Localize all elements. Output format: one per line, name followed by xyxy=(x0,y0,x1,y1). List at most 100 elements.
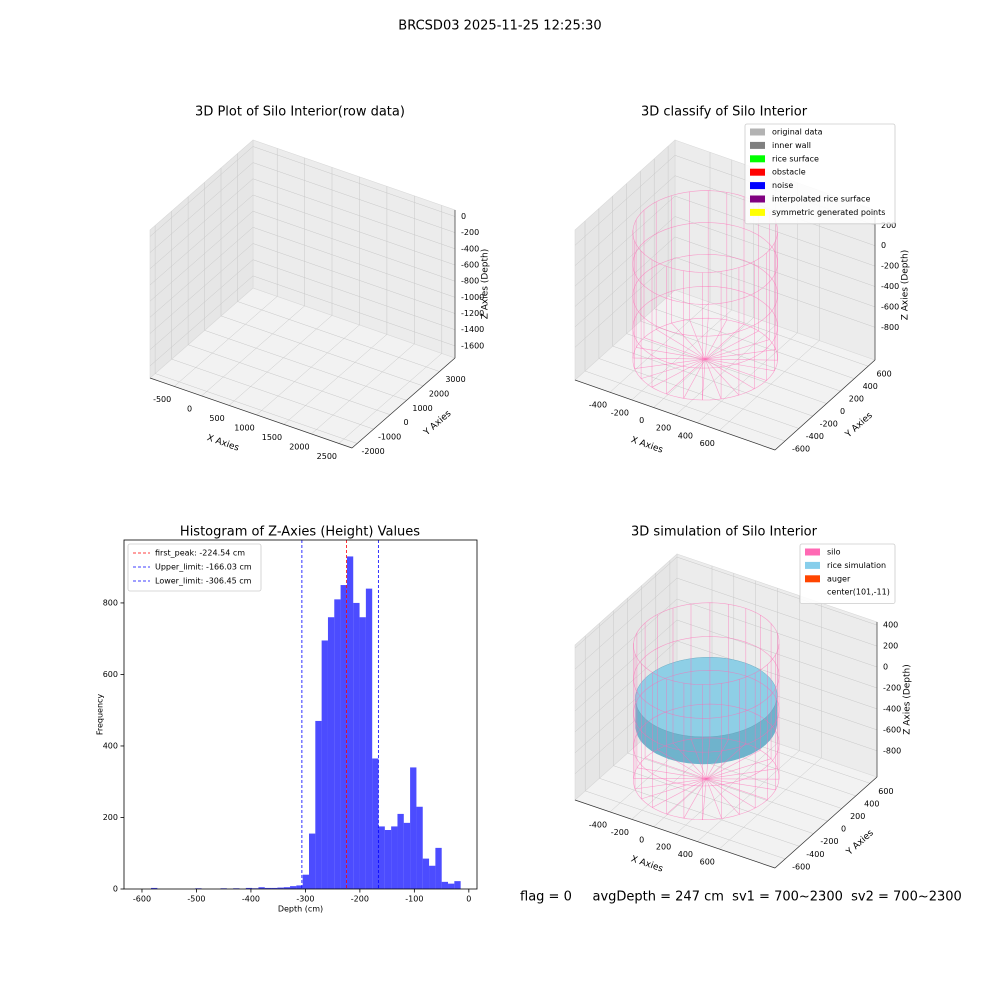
x-tick-label: 200 xyxy=(656,843,671,852)
histogram-bar xyxy=(360,617,366,889)
y-tick-label: 200 xyxy=(849,395,864,404)
figure-title: BRCSD03 2025-11-25 12:25:30 xyxy=(398,19,601,34)
histogram-bar xyxy=(435,848,441,889)
y-tick-label: 0 xyxy=(113,885,118,894)
legend-label: auger xyxy=(827,574,851,583)
x-tick-label: -600 xyxy=(133,895,151,904)
z-tick-label: -200 xyxy=(881,262,899,271)
histogram-bar xyxy=(366,589,372,889)
z-tick-label: 400 xyxy=(883,621,898,630)
legend-label: inner wall xyxy=(772,141,811,150)
y-tick-label: -600 xyxy=(792,862,810,871)
x-tick-label: -500 xyxy=(153,395,171,404)
x-tick-label: -500 xyxy=(187,895,205,904)
legend-label: original data xyxy=(772,128,823,137)
z-tick-label: -1400 xyxy=(461,325,484,334)
histogram-bar xyxy=(442,882,448,889)
histogram-bar xyxy=(410,767,416,889)
y-tick-label: 3000 xyxy=(445,375,465,384)
legend-label: rice simulation xyxy=(827,561,886,570)
x-tick-label: 1000 xyxy=(234,423,254,432)
z-tick-label: -1600 xyxy=(461,341,484,350)
z-tick-label: -800 xyxy=(883,746,901,755)
y-tick-label: 400 xyxy=(864,799,879,808)
z-axis-label: Z Axies (Depth) xyxy=(901,250,911,321)
histogram-bar xyxy=(454,881,460,889)
z-tick-label: -800 xyxy=(461,277,479,286)
histogram-bar xyxy=(334,599,340,889)
legend-swatch xyxy=(750,196,765,203)
legend-swatch xyxy=(750,155,765,162)
y-tick-label: -200 xyxy=(820,420,838,429)
histogram-bar xyxy=(353,603,359,889)
x-tick-label: 500 xyxy=(209,414,224,423)
z-tick-label: 200 xyxy=(883,642,898,651)
x-tick-label: 0 xyxy=(639,416,644,425)
histogram-bar xyxy=(372,758,378,889)
x-tick-label: 0 xyxy=(639,835,644,844)
subplot-title: 3D classify of Silo Interior xyxy=(641,105,808,120)
legend-label: noise xyxy=(772,181,793,190)
histogram-bar xyxy=(303,875,309,889)
legend-label: center(101,-11) xyxy=(827,588,890,597)
x-tick-label: 200 xyxy=(656,424,671,433)
legend-swatch xyxy=(805,549,820,556)
legend-label: obstacle xyxy=(772,168,806,177)
z-tick-label: 0 xyxy=(881,241,886,250)
z-tick-label: -200 xyxy=(883,683,901,692)
histogram-bar xyxy=(385,830,391,889)
x-tick-label: 400 xyxy=(678,850,693,859)
histogram-bar xyxy=(391,826,397,889)
y-tick-label: 400 xyxy=(863,382,878,391)
subplot-title: Histogram of Z-Axies (Height) Values xyxy=(180,525,420,540)
x-tick-label: 600 xyxy=(700,858,715,867)
z-tick-label: -400 xyxy=(883,704,901,713)
histogram-bar xyxy=(397,814,403,889)
z-tick-label: 0 xyxy=(883,663,888,672)
subplot-title: 3D simulation of Silo Interior xyxy=(631,525,818,540)
status-footer: flag = 0 avgDepth = 247 cm sv1 = 700~230… xyxy=(520,890,962,905)
legend-swatch xyxy=(750,182,765,189)
y-tick-label: 200 xyxy=(103,813,118,822)
z-tick-label: -400 xyxy=(461,244,479,253)
histogram-bar xyxy=(429,866,435,889)
histogram-bar xyxy=(416,807,422,889)
legend-label: interpolated rice surface xyxy=(772,195,870,204)
x-tick-label: 400 xyxy=(678,431,693,440)
legend-label: silo xyxy=(827,548,841,557)
z-tick-label: -600 xyxy=(461,260,479,269)
x-tick-label: -300 xyxy=(296,895,314,904)
y-tick-label: 0 xyxy=(404,418,409,427)
y-tick-label: 600 xyxy=(876,370,891,379)
y-tick-label: -1000 xyxy=(378,433,401,442)
y-tick-label: 800 xyxy=(103,598,118,607)
y-tick-label: -400 xyxy=(806,432,824,441)
y-tick-label: 200 xyxy=(850,812,865,821)
y-tick-label: 600 xyxy=(878,787,893,796)
z-tick-label: -800 xyxy=(881,323,899,332)
x-tick-label: -400 xyxy=(242,895,260,904)
legend-swatch xyxy=(750,169,765,176)
histogram-bar xyxy=(404,823,410,889)
histogram-bar xyxy=(379,826,385,889)
y-tick-label: 1000 xyxy=(412,404,432,413)
legend-label: symmetric generated points xyxy=(772,208,885,217)
histogram-bar xyxy=(315,721,321,889)
z-tick-label: -600 xyxy=(881,302,899,311)
z-tick-label: -200 xyxy=(461,228,479,237)
y-tick-label: 0 xyxy=(841,825,846,834)
histogram-bar xyxy=(341,585,347,889)
y-tick-label: 400 xyxy=(103,741,118,750)
legend-swatch xyxy=(750,129,765,136)
x-tick-label: 0 xyxy=(466,895,471,904)
x-tick-label: 2500 xyxy=(317,452,337,461)
histogram-bar xyxy=(290,886,296,889)
histogram-bar xyxy=(347,556,353,889)
z-tick-label: -400 xyxy=(881,282,899,291)
y-tick-label: -200 xyxy=(820,837,838,846)
legend-label: rice surface xyxy=(772,154,819,163)
histogram-bar xyxy=(309,834,315,889)
z-tick-label: 0 xyxy=(461,212,466,221)
y-axis-label: Frequency xyxy=(96,694,105,736)
histogram-bar xyxy=(423,859,429,889)
